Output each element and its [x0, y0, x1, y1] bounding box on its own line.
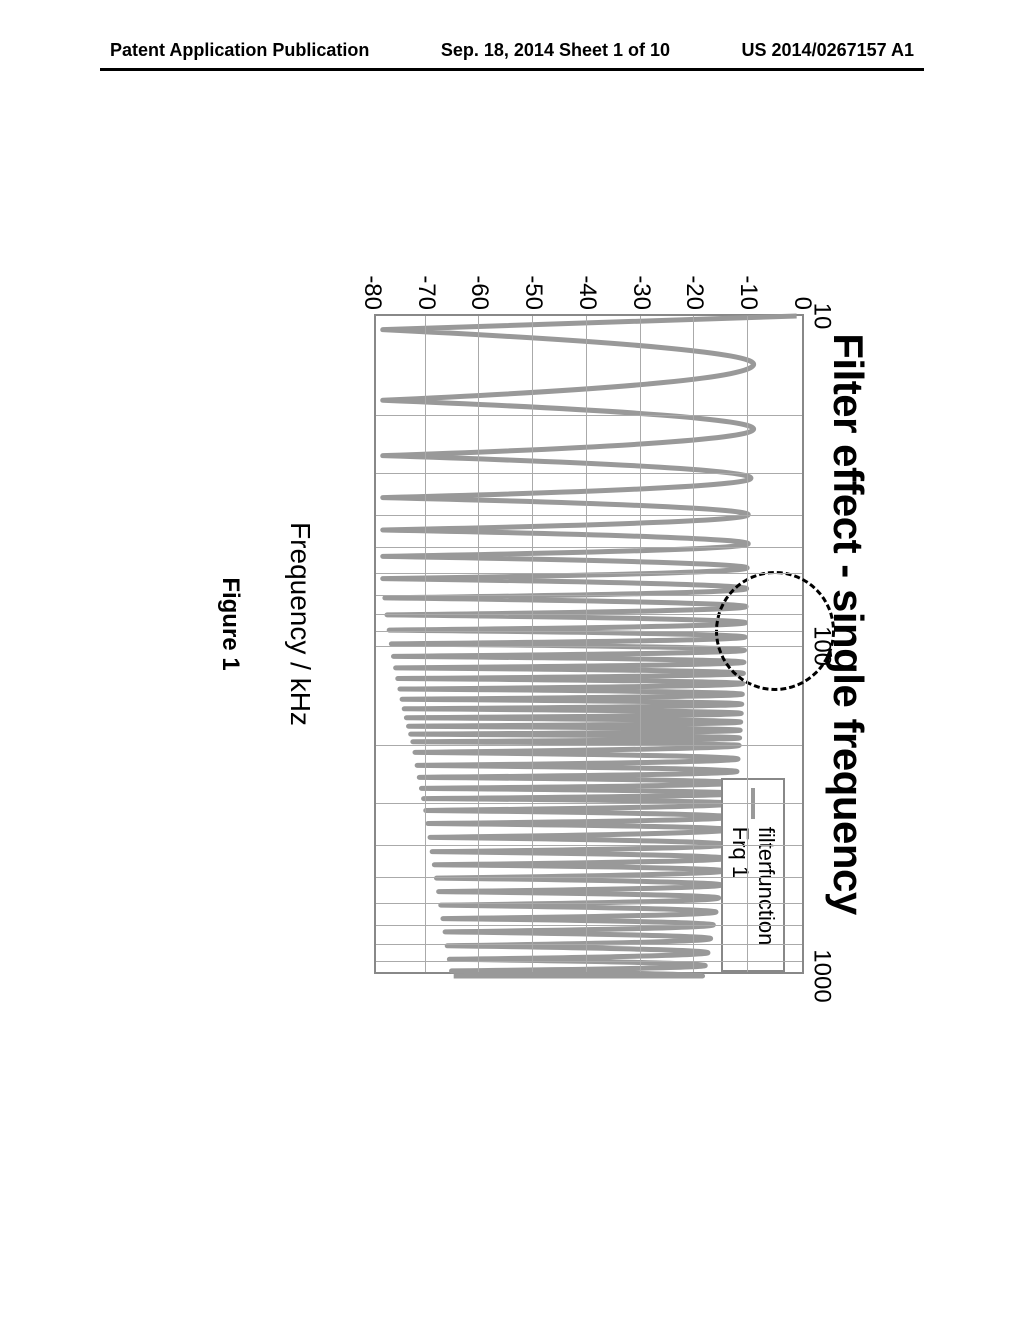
gridline-v-minor [376, 745, 802, 746]
y-tick-label: -40 [573, 275, 601, 310]
y-tick-label: -80 [358, 275, 386, 310]
gridline-v-minor [376, 925, 802, 926]
gridline-v-minor [376, 845, 802, 846]
x-axis-label: Frequency / kHz [284, 522, 316, 726]
legend: filterfunction Frq 1 [721, 778, 785, 972]
figure-rotated-container: Filter effect - single frequency Attenua… [152, 164, 872, 1084]
gridline-v-minor [376, 614, 802, 615]
y-tick-label: -50 [519, 275, 547, 310]
gridline-v-minor [376, 595, 802, 596]
gridline-v-minor [376, 547, 802, 548]
plot-container: Attenuation / dB filterfunction Frq 1 0-… [294, 234, 814, 1014]
x-tick-label: 100 [808, 626, 836, 666]
header-right: US 2014/0267157 A1 [742, 40, 914, 61]
gridline-v-minor [376, 944, 802, 945]
gridline-v-minor [376, 903, 802, 904]
y-tick-label: -60 [466, 275, 494, 310]
gridline-v-minor [376, 415, 802, 416]
y-tick-label: -70 [412, 275, 440, 310]
gridline-v-minor [376, 573, 802, 574]
header-rule [100, 68, 924, 71]
x-tick-label: 10 [808, 303, 836, 330]
gridline-v-minor [376, 877, 802, 878]
legend-label: filterfunction Frq 1 [727, 827, 779, 962]
page-header: Patent Application Publication Sep. 18, … [0, 40, 1024, 61]
gridline-v-minor [376, 803, 802, 804]
gridline-v-minor [376, 631, 802, 632]
x-tick-label: 1000 [808, 949, 836, 1002]
y-tick-label: -20 [681, 275, 709, 310]
header-left: Patent Application Publication [110, 40, 369, 61]
gridline-v-minor [376, 473, 802, 474]
plot-area: filterfunction Frq 1 0-10-20-30-40-50-60… [374, 314, 804, 974]
gridline-v [376, 646, 802, 647]
y-tick-label: -30 [627, 275, 655, 310]
header-center: Sep. 18, 2014 Sheet 1 of 10 [441, 40, 670, 61]
y-tick-label: -10 [734, 275, 762, 310]
figure-caption: Figure 1 [216, 164, 244, 1084]
gridline-v-minor [376, 515, 802, 516]
gridline-v-minor [376, 961, 802, 962]
